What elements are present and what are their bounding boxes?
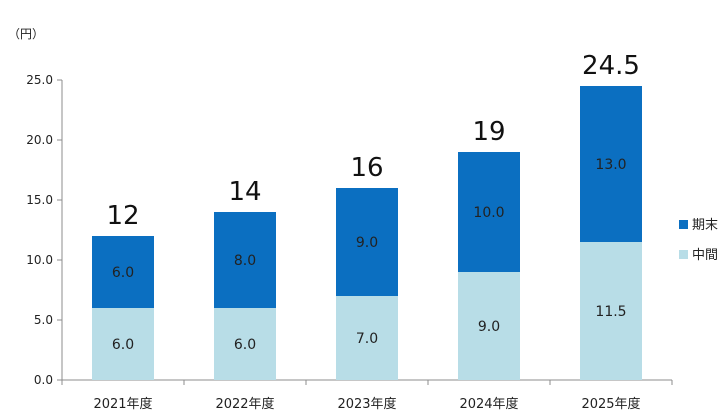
legend-label: 期末 <box>692 218 718 233</box>
data-label: 11.5 <box>595 304 626 320</box>
data-label: 6.0 <box>112 337 134 353</box>
y-tick-label: 20.0 <box>26 133 53 147</box>
legend-swatch <box>679 220 688 229</box>
total-label: 12 <box>106 201 139 231</box>
data-label: 6.0 <box>234 337 256 353</box>
data-label: 9.0 <box>478 319 500 335</box>
unit-label: （円） <box>8 27 44 41</box>
y-axis: 0.0 5.0 10.0 15.0 20.0 25.0 <box>26 73 63 387</box>
y-tick-label: 15.0 <box>26 193 53 207</box>
data-label: 6.0 <box>112 265 134 281</box>
x-tick-label: 2025年度 <box>581 396 640 412</box>
total-label: 19 <box>472 117 505 147</box>
bar-interim-5 <box>580 242 642 380</box>
y-tick-label: 10.0 <box>26 253 53 267</box>
legend-label: 中間 <box>692 248 718 263</box>
x-tick-label: 2023年度 <box>337 396 396 412</box>
bar-interim-3 <box>336 296 398 380</box>
data-label: 10.0 <box>473 205 504 221</box>
total-label: 24.5 <box>582 51 640 81</box>
bar-interim-1 <box>92 308 154 380</box>
legend-swatch <box>679 250 688 259</box>
x-tick-label: 2022年度 <box>215 396 274 412</box>
x-tick-label: 2021年度 <box>93 396 152 412</box>
y-tick-label: 0.0 <box>34 373 53 387</box>
bar-final-1 <box>92 236 154 308</box>
total-label: 14 <box>228 177 261 207</box>
bar-final-3 <box>336 188 398 296</box>
x-tick-label: 2024年度 <box>459 396 518 412</box>
y-tick-label: 25.0 <box>26 73 53 87</box>
x-axis: 2021年度 2022年度 2023年度 2024年度 2025年度 <box>61 379 673 412</box>
bar-interim-2 <box>214 308 276 380</box>
total-label: 16 <box>350 153 383 183</box>
bar-final-5 <box>580 86 642 242</box>
bar-final-4 <box>458 152 520 272</box>
bar-interim-4 <box>458 272 520 380</box>
data-labels: 6.0 6.0 12 6.0 8.0 14 7.0 9.0 16 9.0 10.0 19 11.5 13.… <box>106 51 639 353</box>
data-label: 7.0 <box>356 331 378 347</box>
bar-final-2 <box>214 212 276 308</box>
y-tick-label: 5.0 <box>34 313 53 327</box>
data-label: 9.0 <box>356 235 378 251</box>
data-label: 8.0 <box>234 253 256 269</box>
data-label: 13.0 <box>595 157 626 173</box>
bars <box>92 86 642 380</box>
